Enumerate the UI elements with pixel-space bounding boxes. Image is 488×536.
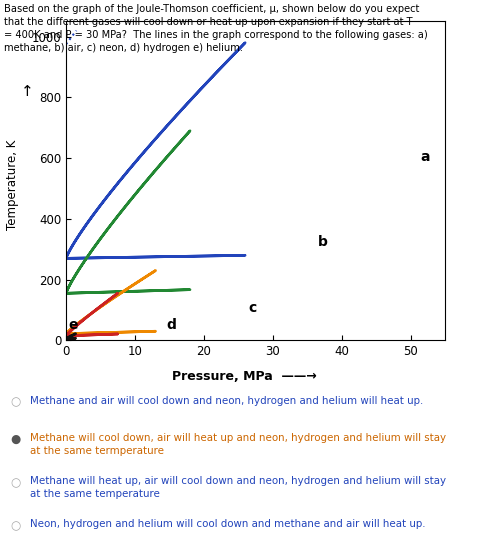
Text: ○: ○ [11,519,21,532]
Text: ○: ○ [11,396,21,408]
Text: c: c [248,301,256,315]
Text: ●: ● [11,433,21,446]
Text: Methane will cool down, air will heat up and neon, hydrogen and helium will stay: Methane will cool down, air will heat up… [30,433,446,456]
Text: ○: ○ [11,476,21,489]
Text: Methane will heat up, air will cool down and neon, hydrogen and helium will stay: Methane will heat up, air will cool down… [30,476,446,499]
Text: b: b [317,235,327,249]
Text: a: a [420,150,429,164]
Text: e: e [68,318,78,332]
Text: d: d [165,318,176,332]
Text: ↑: ↑ [20,84,33,99]
Text: Based on the graph of the Joule-Thomson coefficient, μ, shown below do you expec: Based on the graph of the Joule-Thomson … [4,4,427,53]
Text: Methane and air will cool down and neon, hydrogen and helium will heat up.: Methane and air will cool down and neon,… [30,396,423,406]
Text: Temperature, K: Temperature, K [6,140,19,230]
Text: Neon, hydrogen and helium will cool down and methane and air will heat up.: Neon, hydrogen and helium will cool down… [30,519,425,529]
Text: Pressure, MPa  ——→: Pressure, MPa ——→ [172,370,316,383]
